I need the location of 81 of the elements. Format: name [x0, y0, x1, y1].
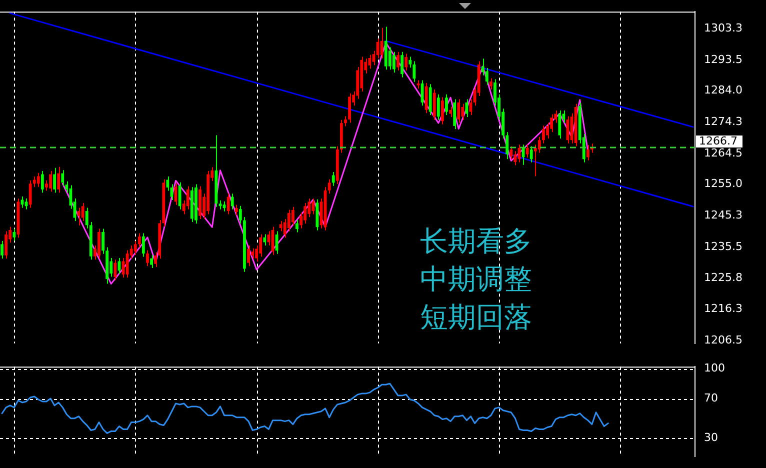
y-tick-label: 30 — [704, 431, 718, 444]
candlestick — [32, 176, 36, 188]
annotation: 中期调整 — [420, 262, 532, 296]
candlestick — [28, 180, 32, 208]
candlestick — [230, 193, 234, 210]
candlestick — [304, 202, 307, 224]
candlestick — [279, 220, 282, 232]
candlestick — [445, 94, 448, 116]
y-tick-label: 70 — [704, 391, 718, 404]
y-tick-label: 1264.5 — [704, 146, 742, 160]
candlestick — [400, 51, 404, 78]
candlestick — [49, 170, 52, 192]
y-tick-label: 1274.3 — [704, 114, 742, 128]
candlestick — [558, 110, 562, 140]
y-tick-label: 1206.5 — [704, 333, 742, 346]
annotation: 长期看多 — [420, 224, 532, 258]
candlestick — [538, 136, 541, 154]
candlestick — [344, 116, 347, 127]
candlestick — [436, 94, 440, 120]
candlestick — [53, 167, 56, 194]
candlestick — [234, 204, 238, 216]
candlestick — [526, 144, 529, 158]
candlestick — [465, 98, 468, 118]
candlestick — [457, 98, 460, 124]
candlestick — [81, 202, 84, 222]
candlestick — [4, 230, 8, 260]
candlestick — [453, 98, 456, 130]
candlestick — [57, 166, 60, 194]
annotation: 短期回落 — [420, 300, 532, 334]
candlestick — [396, 51, 400, 72]
candlestick — [461, 103, 464, 120]
candlestick — [296, 220, 298, 233]
candlestick — [312, 198, 315, 215]
candlestick — [412, 60, 416, 82]
y-tick-label: 1255.0 — [704, 177, 742, 190]
candlestick — [259, 234, 262, 258]
candlestick — [348, 92, 351, 124]
candlestick — [226, 193, 230, 215]
candlestick — [380, 27, 384, 59]
candlestick — [251, 248, 254, 260]
candlestick — [247, 244, 250, 267]
candlestick — [0, 240, 4, 260]
candlestick — [449, 106, 452, 118]
y-tick-label: 1293.5 — [704, 53, 742, 66]
candlestick — [542, 125, 545, 144]
candlestick — [510, 146, 513, 160]
y-tick-label: 1284.0 — [704, 84, 742, 97]
candlestick — [40, 170, 44, 194]
candlestick — [489, 78, 492, 90]
candlestick — [328, 178, 331, 194]
candlestick — [441, 96, 444, 125]
candlestick — [332, 172, 335, 186]
candlestick — [530, 146, 533, 163]
candlestick — [134, 240, 137, 256]
candlestick — [238, 205, 242, 224]
ref-line-label: 1266.7 — [699, 134, 738, 148]
y-tick-label: 1245.3 — [704, 208, 742, 222]
y-tick-label: 100 — [704, 362, 725, 375]
y-tick-label: 1225.8 — [704, 271, 742, 284]
candlestick — [118, 258, 121, 274]
candlestick — [392, 51, 396, 73]
candlestick — [138, 232, 141, 248]
candlestick — [146, 250, 149, 267]
candlestick — [404, 53, 408, 72]
candlestick — [178, 182, 182, 210]
y-tick-label: 1303.3 — [704, 22, 742, 35]
candlestick — [98, 228, 100, 260]
candlestick — [150, 254, 153, 269]
candlestick — [514, 150, 517, 166]
candlestick — [586, 144, 590, 161]
candlestick — [61, 170, 64, 186]
candlestick — [534, 144, 537, 177]
candlestick — [186, 186, 190, 210]
candlestick — [142, 232, 145, 258]
candlestick — [12, 228, 16, 242]
candlestick — [263, 234, 266, 246]
y-tick-label: 1235.5 — [704, 240, 742, 253]
candlestick — [114, 259, 117, 281]
y-tick-label: 1216.3 — [704, 302, 742, 315]
candlestick — [432, 89, 436, 120]
candlestick — [36, 172, 40, 188]
